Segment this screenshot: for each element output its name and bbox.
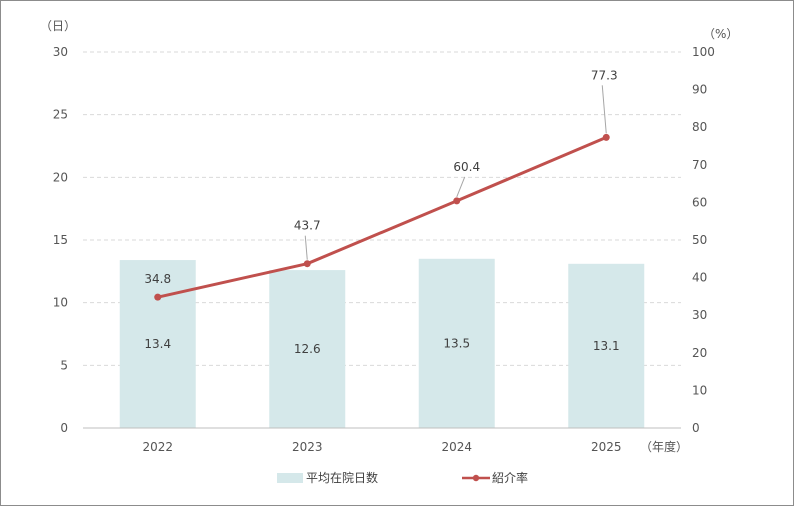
y-left-tick-label: 25 [53,108,68,122]
y-left-tick-label: 10 [53,296,68,310]
line-point [453,197,461,205]
bar [119,260,196,428]
y-right-unit: （%） [703,27,738,41]
y-right-tick-label: 20 [692,346,707,360]
y-right-tick-label: 40 [692,271,707,285]
legend-bar-swatch [277,473,303,483]
line-point [303,260,311,268]
y-right-tick-label: 60 [692,195,707,209]
y-left-tick-label: 5 [60,358,68,372]
line-data-label: 60.4 [453,160,480,174]
y-left-unit: （日） [40,19,76,33]
line-point [154,293,162,301]
y-right-tick-label: 0 [692,421,700,435]
x-tick-label: 2025 [591,440,622,454]
x-tick-label: 2023 [292,440,323,454]
leader-line [456,176,466,198]
bar-data-label: 12.6 [294,342,321,356]
bar-data-label: 13.5 [443,336,470,350]
x-unit: （年度） [640,439,688,454]
y-right-tick-label: 30 [692,308,707,322]
y-right-tick-label: 70 [692,158,707,172]
line-data-label: 43.7 [294,219,321,233]
y-left-tick-label: 0 [60,421,68,435]
line-point [602,133,610,141]
legend-line-marker [472,474,480,482]
y-left-tick-label: 15 [53,233,68,247]
x-tick-label: 2022 [142,440,173,454]
bar-data-label: 13.1 [593,339,620,353]
bar [568,263,645,428]
bar [418,258,495,428]
y-left-tick-label: 30 [53,45,68,59]
y-right-tick-label: 90 [692,83,707,97]
bar-series: 13.4 12.6 13.5 13.1 [119,258,645,428]
bar [269,270,346,428]
x-tick-label: 2024 [441,440,472,454]
line-data-label: 34.8 [144,272,171,286]
legend: 平均在院日数 紹介率 [277,470,528,485]
leader-line [304,235,308,260]
legend-bar-label: 平均在院日数 [306,470,378,485]
leader-line [601,85,607,134]
line-path [157,135,607,299]
y-right-tick-label: 80 [692,120,707,134]
y-right-tick-label: 100 [692,45,715,59]
line-data-label: 77.3 [591,68,618,82]
y-right-tick-label: 10 [692,383,707,397]
bar-data-label: 13.4 [144,337,171,351]
line-series: 34.8 43.7 60.4 77.3 [144,68,618,301]
y-right-tick-label: 50 [692,233,707,247]
y-left-tick-label: 20 [53,170,68,184]
legend-line-label: 紹介率 [492,470,528,485]
